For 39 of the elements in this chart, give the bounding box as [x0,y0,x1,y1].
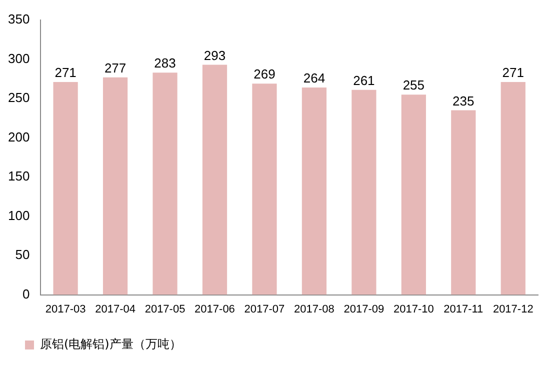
x-tick-label: 2017-11 [444,303,484,316]
legend-label: 原铝(电解铝)产量（万吨） [40,337,182,352]
bar [401,94,426,295]
x-tick-label: 2017-03 [45,303,86,316]
x-tick-label: 2017-12 [492,303,534,316]
data-label: 271 [502,65,524,80]
data-label: 261 [353,72,375,88]
y-tick-label: 350 [8,12,30,27]
y-tick-label: 150 [8,168,30,184]
x-tick-label: 2017-05 [144,303,186,316]
x-tick-label: 2017-04 [95,303,136,316]
y-tick-label: 200 [8,129,30,144]
bar [152,72,178,295]
bar [53,82,78,295]
y-tick-label: 50 [15,247,30,262]
data-label: 269 [254,66,276,82]
bar [451,110,476,295]
bar [302,88,327,295]
y-tick-label: 0 [22,286,30,302]
bar [252,84,277,295]
data-label: 277 [104,60,126,76]
x-tick-label: 2017-08 [294,303,334,316]
x-tick-label: 2017-07 [244,303,285,316]
data-label: 235 [452,93,474,108]
bar [102,77,128,295]
y-tick-label: 100 [8,208,30,223]
y-tick-label: 300 [8,50,30,66]
data-label: 255 [402,78,425,93]
bar [352,90,376,295]
data-label: 283 [154,56,176,71]
bar [500,82,526,295]
data-label: 264 [303,70,326,86]
x-tick-label: 2017-10 [393,303,434,316]
x-tick-label: 2017-09 [344,303,384,316]
data-label: 271 [54,65,76,80]
y-tick-label: 250 [8,90,30,106]
data-label: 293 [204,48,226,63]
bar [202,64,228,295]
x-tick-label: 2017-06 [194,303,235,316]
